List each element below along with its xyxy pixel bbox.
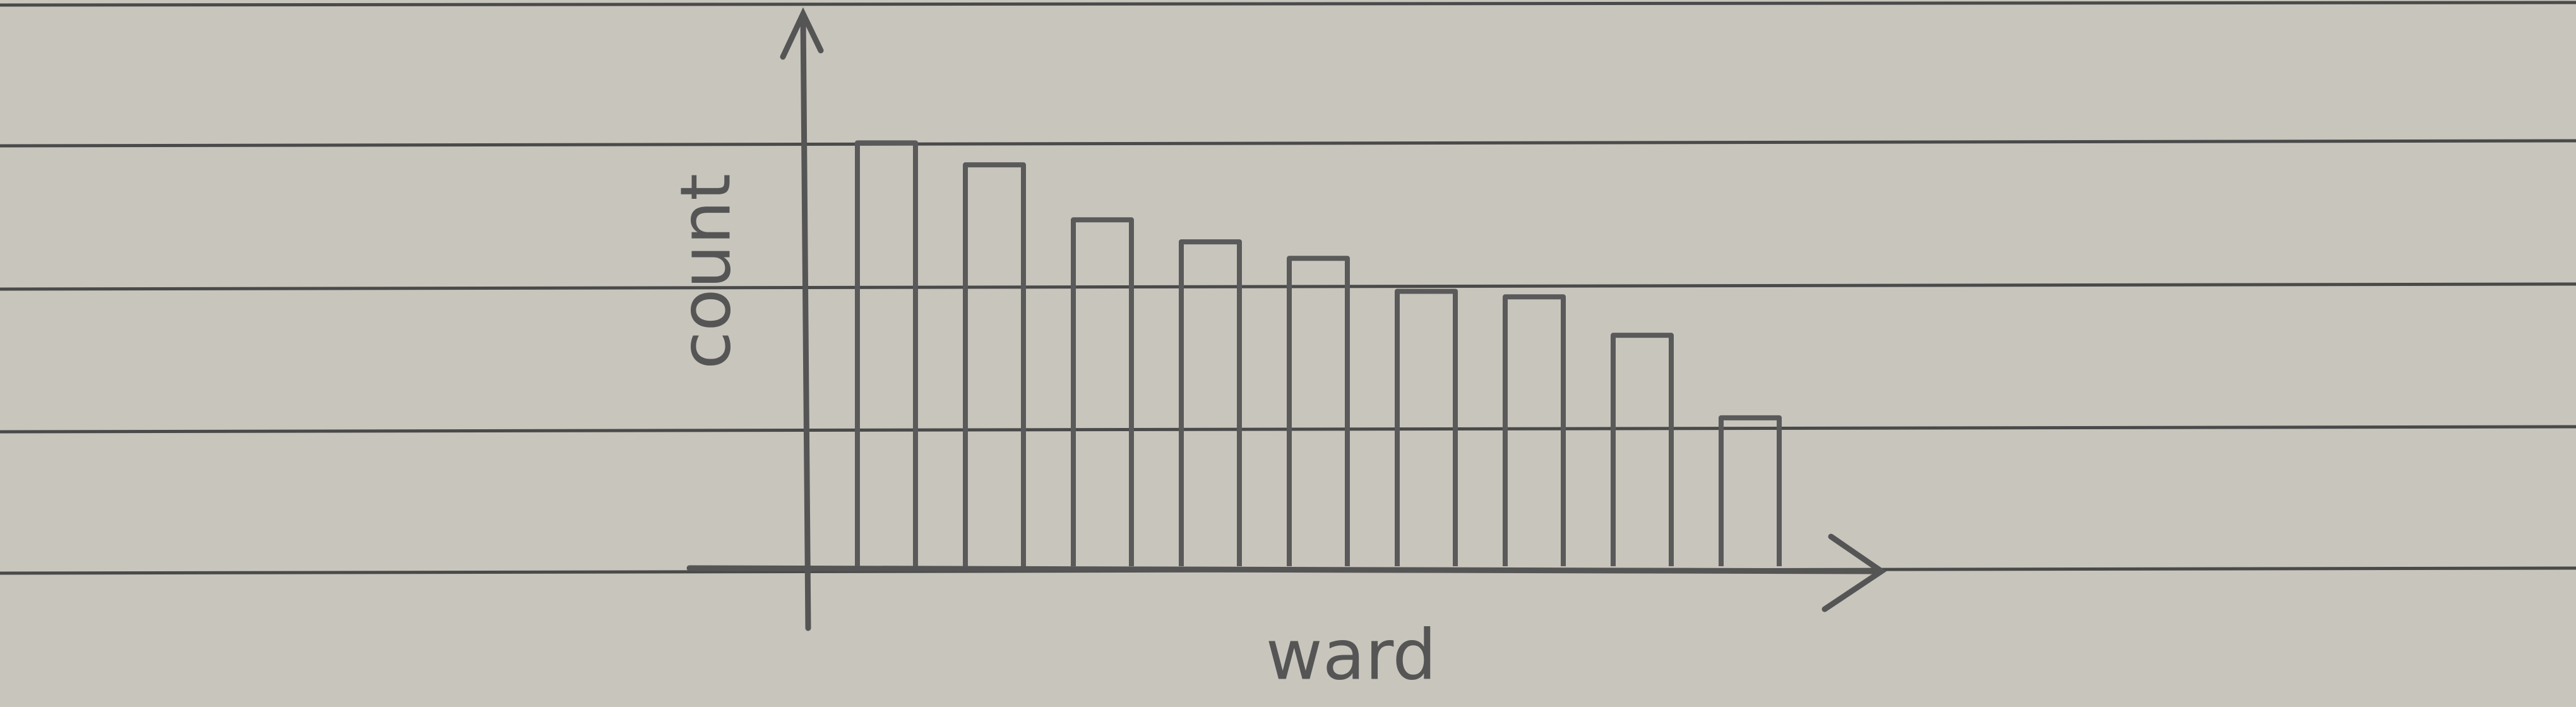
bar [1179, 239, 1242, 566]
bar [963, 162, 1026, 566]
x-axis-label: ward [1266, 614, 1437, 695]
y-axis-label: count [665, 174, 746, 369]
bar [1719, 415, 1782, 566]
bar [1503, 294, 1566, 566]
bar [1611, 333, 1674, 566]
bar [1287, 256, 1350, 566]
paper-rule [0, 1, 2576, 7]
paper-rule [0, 139, 2576, 148]
bar [1071, 217, 1134, 566]
x-axis [686, 533, 1887, 612]
bar [1395, 288, 1458, 566]
bar [855, 140, 918, 566]
y-axis [780, 7, 824, 631]
